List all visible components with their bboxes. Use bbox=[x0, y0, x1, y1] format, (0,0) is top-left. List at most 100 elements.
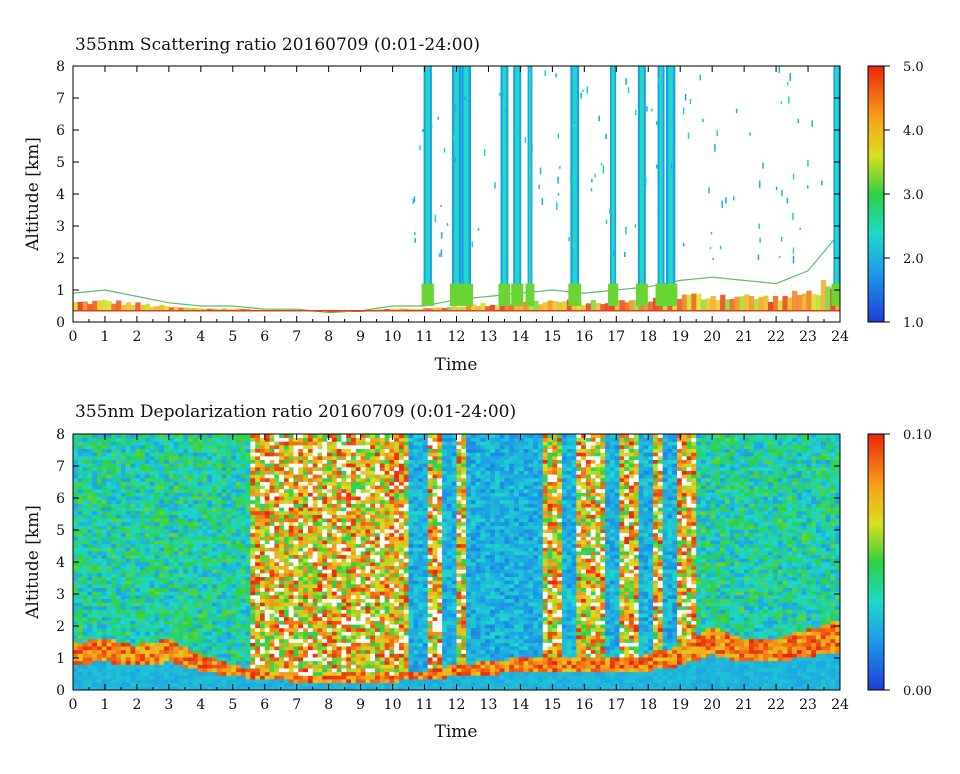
depol-cell bbox=[274, 518, 279, 522]
depol-cell bbox=[135, 621, 140, 625]
depol-cell bbox=[322, 591, 327, 595]
depol-cell bbox=[126, 507, 131, 511]
depol-cell bbox=[222, 621, 227, 625]
depol-cell bbox=[183, 434, 188, 438]
depol-cell bbox=[361, 591, 366, 595]
depol-cell bbox=[370, 460, 375, 464]
depol-cell bbox=[131, 511, 136, 515]
depol-cell bbox=[202, 588, 207, 592]
depol-cell bbox=[135, 588, 140, 592]
depol-cell bbox=[279, 533, 284, 537]
depol-cell bbox=[255, 518, 260, 522]
depol-cell bbox=[73, 617, 78, 621]
depol-cell bbox=[140, 661, 145, 665]
depol-cell bbox=[131, 482, 136, 486]
depol-cell bbox=[246, 646, 251, 650]
x-tick-label: 13 bbox=[480, 329, 498, 345]
depol-cell bbox=[226, 445, 231, 449]
depol-cell bbox=[246, 507, 251, 511]
depol-cell bbox=[308, 547, 313, 551]
depol-cell bbox=[140, 562, 145, 566]
depol-cell bbox=[83, 525, 88, 529]
depol-cell bbox=[265, 540, 270, 544]
depol-cell bbox=[183, 478, 188, 482]
depol-cell bbox=[150, 668, 155, 672]
depol-cell bbox=[332, 489, 337, 493]
depol-cell bbox=[78, 489, 83, 493]
depol-cell bbox=[87, 617, 92, 621]
depol-cell bbox=[154, 536, 159, 540]
depol-cell bbox=[289, 672, 294, 676]
depol-cell bbox=[188, 683, 193, 687]
depol-cell bbox=[207, 621, 212, 625]
depol-cell bbox=[236, 434, 241, 438]
depol-cell bbox=[87, 540, 92, 544]
depol-cell bbox=[92, 642, 97, 646]
depol-cell bbox=[102, 547, 107, 551]
depol-cell bbox=[341, 617, 346, 621]
depol-cell bbox=[361, 507, 366, 511]
depol-cell bbox=[188, 485, 193, 489]
depol-cell bbox=[356, 653, 361, 657]
depol-cell bbox=[255, 547, 260, 551]
depol-cell bbox=[337, 661, 342, 665]
depol-cell bbox=[102, 650, 107, 654]
depol-cell bbox=[284, 672, 289, 676]
depol-cell bbox=[274, 679, 279, 683]
depol-cell bbox=[73, 547, 78, 551]
depol-cell bbox=[222, 566, 227, 570]
depol-cell bbox=[346, 474, 351, 478]
depol-cell bbox=[111, 460, 116, 464]
depol-cell bbox=[188, 482, 193, 486]
depol-cell bbox=[97, 452, 102, 456]
depol-cell bbox=[270, 569, 275, 573]
depol-cell bbox=[207, 540, 212, 544]
depol-cell bbox=[150, 536, 155, 540]
depol-cell bbox=[150, 577, 155, 581]
depol-cell bbox=[97, 518, 102, 522]
depol-cell bbox=[298, 518, 303, 522]
depol-cell bbox=[198, 621, 203, 625]
depol-cell bbox=[236, 599, 241, 603]
depol-cell bbox=[164, 668, 169, 672]
depol-cell bbox=[188, 679, 193, 683]
depol-cell bbox=[308, 471, 313, 475]
depol-cell bbox=[107, 518, 112, 522]
depol-cell bbox=[131, 463, 136, 467]
depol-cell bbox=[183, 544, 188, 548]
depol-cell bbox=[365, 591, 370, 595]
depol-cell bbox=[107, 628, 112, 632]
depol-cell bbox=[92, 558, 97, 562]
depol-cell bbox=[231, 624, 236, 628]
cloud-base bbox=[636, 284, 648, 306]
depol-cell bbox=[83, 460, 88, 464]
depol-cell bbox=[351, 661, 356, 665]
depol-cell bbox=[116, 631, 121, 635]
depol-cell bbox=[260, 485, 265, 489]
depol-cell bbox=[308, 602, 313, 606]
depol-cell bbox=[116, 672, 121, 676]
depol-cell bbox=[265, 485, 270, 489]
depol-cell bbox=[87, 482, 92, 486]
depol-cell bbox=[341, 522, 346, 526]
depol-cell bbox=[202, 482, 207, 486]
depol-cell bbox=[351, 602, 356, 606]
depol-cell bbox=[174, 653, 179, 657]
depol-cell bbox=[308, 555, 313, 559]
depol-cell bbox=[188, 577, 193, 581]
depol-cell bbox=[274, 675, 279, 679]
depol-cell bbox=[337, 675, 342, 679]
depol-cell bbox=[102, 621, 107, 625]
depol-cell bbox=[169, 631, 174, 635]
depol-cell bbox=[126, 602, 131, 606]
depol-cell bbox=[284, 679, 289, 683]
depol-cell bbox=[231, 551, 236, 555]
depol-cell bbox=[356, 551, 361, 555]
depol-cell bbox=[126, 580, 131, 584]
depol-cell bbox=[159, 584, 164, 588]
depol-cell bbox=[217, 525, 222, 529]
depol-cell bbox=[341, 683, 346, 687]
noise-speckle bbox=[674, 166, 676, 169]
depol-cell bbox=[222, 540, 227, 544]
depol-cell bbox=[174, 533, 179, 537]
